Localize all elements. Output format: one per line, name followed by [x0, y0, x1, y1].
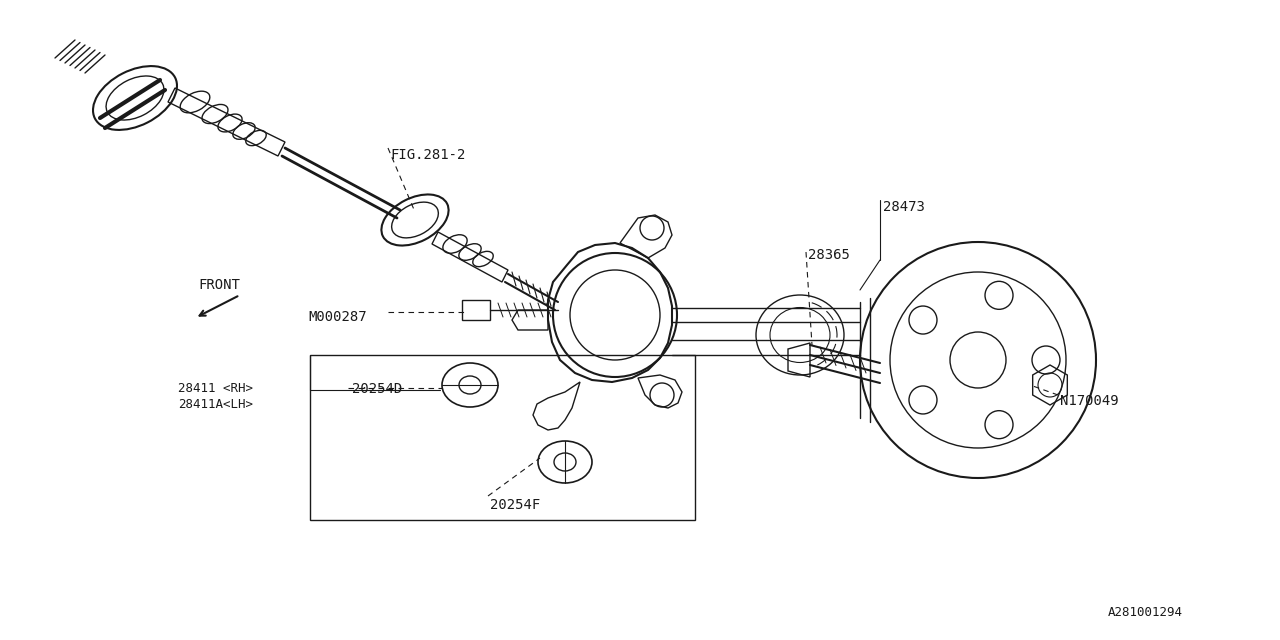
Text: A281001294: A281001294: [1108, 606, 1183, 619]
Text: FIG.281-2: FIG.281-2: [390, 148, 466, 162]
Text: M000287: M000287: [308, 310, 366, 324]
Text: 28365: 28365: [808, 248, 850, 262]
Text: FRONT: FRONT: [198, 278, 239, 292]
Text: 28473: 28473: [883, 200, 925, 214]
Text: 28411 <RH>: 28411 <RH>: [178, 382, 253, 395]
Bar: [310, 355, 695, 520]
Text: 20254F: 20254F: [490, 498, 540, 512]
Text: N170049: N170049: [1060, 394, 1119, 408]
Text: 28411A<LH>: 28411A<LH>: [178, 398, 253, 411]
Text: 20254D: 20254D: [352, 382, 402, 396]
